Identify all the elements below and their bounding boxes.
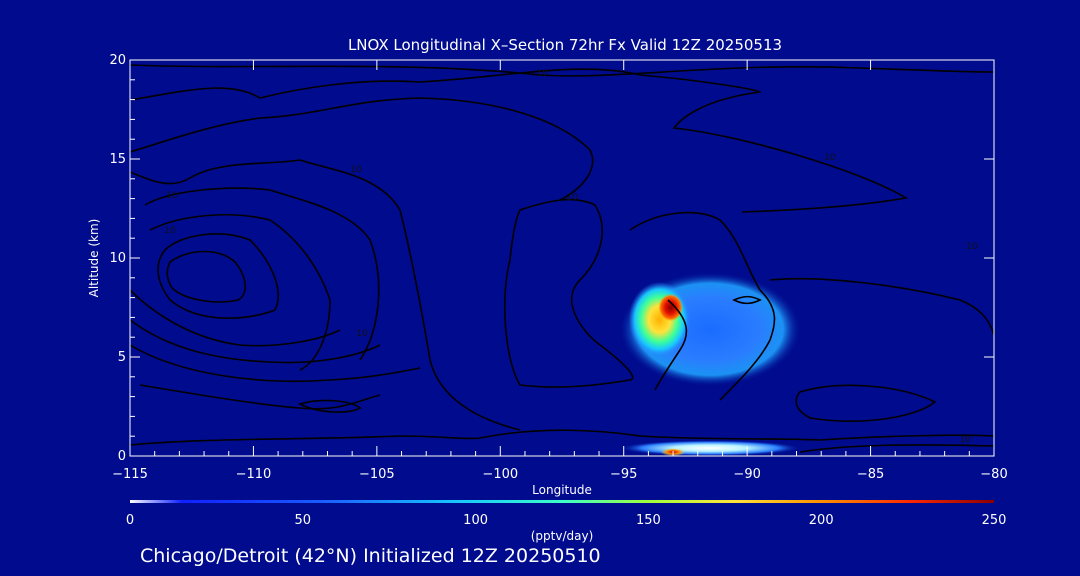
contour-line (130, 289, 341, 347)
colorbar-tick-label: 150 (636, 513, 661, 528)
contour-line (130, 97, 594, 201)
colorbar-tick-label: 50 (295, 513, 312, 528)
contour-line (166, 250, 246, 303)
contour-line (799, 444, 994, 453)
contour-line (149, 214, 331, 371)
plot-frame (129, 59, 995, 457)
heat-region (628, 281, 691, 357)
colorbar-tick-label: 200 (809, 513, 834, 528)
colorbar-ticks: 0 50 100 150 200 250 (126, 513, 1007, 528)
contour-label: 10 (566, 193, 578, 203)
x-axis-label: Longitude (532, 483, 592, 497)
contour-layer (130, 64, 994, 453)
contour-label: 10 (966, 242, 978, 252)
contour-line (297, 399, 362, 413)
contour-line (130, 68, 909, 213)
x-tick-label: −110 (236, 467, 272, 482)
y-tick-label: 10 (109, 251, 126, 266)
contour-line (732, 295, 762, 305)
y-tick-label: 5 (118, 350, 126, 365)
chart-title: LNOX Longitudinal X–Section 72hr Fx Vali… (348, 36, 782, 54)
colorbar-tick-label: 100 (463, 513, 488, 528)
contour-line (769, 277, 994, 336)
x-tick-label: −85 (857, 467, 884, 482)
x-tick-label: −80 (980, 467, 1007, 482)
contour-line (479, 429, 994, 441)
contour-line (130, 64, 994, 77)
contour-line (157, 233, 279, 319)
colorbar-tick-label: 250 (982, 513, 1007, 528)
y-tick-label: 0 (118, 449, 126, 464)
x-tick-label: −100 (482, 467, 518, 482)
contour-labels: 10 10 10 10 10 10 10 10 10 (164, 69, 978, 445)
contour-line (629, 211, 761, 291)
heat-region (618, 440, 802, 456)
contour-label: 10 (350, 165, 362, 175)
contour-label: 10 (824, 153, 836, 163)
contour-line (130, 319, 381, 364)
contour-line (130, 435, 481, 446)
heatmap-layer (618, 271, 802, 456)
contour-label: 10 (166, 191, 178, 201)
contour-line (719, 289, 776, 401)
contour-label: 10 (164, 226, 176, 236)
contour-line (795, 384, 937, 422)
x-axis: −115 −110 −105 −100 −95 −90 −85 −80 (112, 60, 1008, 482)
contour-label: 10 (959, 435, 971, 445)
contour-label: 10 (356, 329, 368, 339)
contour-label: 10 (536, 69, 548, 79)
footer-text: Chicago/Detroit (42°N) Initialized 12Z 2… (140, 545, 601, 567)
contour-line (130, 344, 421, 382)
y-tick-label: 15 (109, 152, 126, 167)
colorbar (130, 500, 994, 503)
contour-line (504, 198, 634, 388)
x-tick-label: −95 (610, 467, 637, 482)
x-tick-label: −90 (733, 467, 760, 482)
x-tick-label: −115 (112, 467, 148, 482)
contour-line (130, 159, 521, 431)
heat-region (658, 293, 683, 322)
contour-line (144, 187, 380, 361)
y-tick-label: 20 (109, 53, 126, 68)
contour-line (139, 384, 381, 410)
x-tick-label: −105 (359, 467, 395, 482)
y-axis: 0 5 10 15 20 (109, 53, 994, 464)
y-axis-label: Altitude (km) (87, 219, 101, 298)
colorbar-label: (pptv/day) (531, 529, 594, 543)
colorbar-tick-label: 0 (126, 513, 134, 528)
contour-line (654, 299, 688, 391)
